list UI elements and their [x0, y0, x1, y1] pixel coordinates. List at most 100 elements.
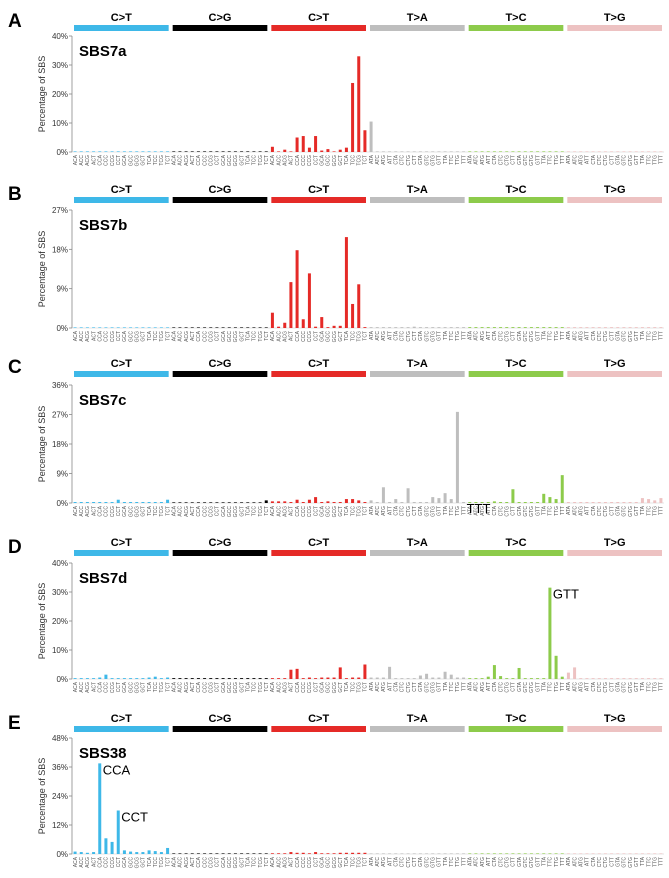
context-label: ACA	[172, 505, 178, 516]
data-bar	[363, 852, 367, 854]
data-bar	[492, 665, 496, 679]
data-bar	[240, 502, 244, 503]
context-label: CTG	[505, 682, 511, 693]
data-bar	[536, 853, 540, 854]
data-bar	[233, 151, 237, 152]
data-bar	[418, 327, 422, 328]
context-label: ACT	[289, 506, 295, 516]
context-label: GCC	[326, 857, 332, 869]
data-bar	[351, 499, 355, 503]
data-bar	[351, 82, 355, 152]
context-label: TCT	[363, 506, 369, 516]
y-tick-label: 0%	[56, 675, 68, 684]
data-bar	[468, 853, 472, 854]
data-bar	[511, 489, 515, 503]
data-bar	[221, 502, 225, 503]
context-label: TCG	[258, 857, 264, 868]
data-bar	[480, 502, 484, 503]
context-label: GTC	[622, 331, 628, 342]
data-bar	[511, 678, 515, 679]
data-bar	[659, 853, 663, 854]
context-label: TTT	[560, 682, 566, 691]
context-label: CCT	[116, 682, 122, 692]
data-bar	[486, 676, 490, 679]
y-tick-label: 40%	[52, 32, 68, 41]
panel-letter: E	[8, 713, 21, 734]
data-bar	[394, 499, 398, 503]
data-bar	[381, 853, 385, 854]
data-bar	[628, 853, 632, 854]
context-label: ACC	[79, 331, 85, 342]
context-label: TTT	[461, 331, 467, 340]
signature-title: SBS7b	[79, 217, 127, 234]
data-bar	[455, 677, 459, 679]
context-label: TCC	[252, 857, 258, 868]
context-label: CCC	[301, 506, 307, 517]
data-bar	[172, 853, 176, 854]
data-bar	[431, 497, 435, 503]
data-bar	[79, 852, 83, 854]
data-bar	[190, 151, 194, 152]
data-bar	[332, 853, 336, 854]
data-bar	[647, 678, 651, 679]
data-bar	[659, 498, 663, 503]
context-label: TCT	[363, 331, 369, 341]
data-bar	[443, 151, 447, 152]
context-label: CTT	[609, 682, 615, 692]
data-bar	[523, 853, 527, 854]
context-label: ACC	[79, 682, 85, 693]
data-bar	[634, 151, 638, 152]
context-label: CTG	[406, 155, 412, 166]
context-label: CCA	[98, 681, 104, 692]
context-label: CTA	[492, 856, 498, 866]
context-label: ACG	[184, 506, 190, 517]
data-bar	[289, 852, 293, 854]
context-label: GCC	[326, 331, 332, 343]
data-bar	[116, 810, 120, 854]
context-label: ACT	[289, 331, 295, 341]
context-label: ATC	[474, 682, 480, 692]
data-bar	[85, 502, 89, 503]
context-label: ACT	[289, 857, 295, 867]
context-label: GCA	[221, 505, 227, 517]
data-bar	[597, 502, 601, 503]
context-label: TTA	[443, 154, 449, 164]
data-bar	[431, 327, 435, 328]
context-label: TTC	[548, 155, 554, 165]
y-axis-title: Percentage of SBS	[37, 758, 47, 835]
data-bar	[307, 677, 311, 679]
data-bar	[647, 853, 651, 854]
context-label: TTT	[659, 331, 665, 340]
data-bar	[375, 502, 379, 503]
context-label: ATA	[369, 856, 375, 866]
data-bar	[104, 502, 108, 503]
context-label: ACC	[178, 682, 184, 693]
y-tick-label: 0%	[56, 148, 68, 157]
context-label: TCT	[264, 155, 270, 165]
context-label: GTA	[616, 154, 622, 165]
y-tick-label: 48%	[52, 734, 68, 743]
y-tick-label: 12%	[52, 821, 68, 830]
y-tick-label: 10%	[52, 119, 68, 128]
data-bar	[258, 678, 262, 679]
context-label: CCT	[313, 331, 319, 341]
context-label: GCA	[122, 154, 128, 166]
mutation-type-label: C>G	[209, 184, 232, 196]
data-bar	[301, 852, 305, 854]
context-label: TCT	[264, 506, 270, 516]
context-label: CCA	[196, 681, 202, 692]
data-bar	[338, 667, 342, 679]
data-bar	[110, 151, 114, 152]
context-label: GTC	[424, 682, 430, 693]
data-bar	[141, 852, 145, 854]
context-label: GCG	[332, 682, 338, 694]
context-label: GTC	[424, 331, 430, 342]
data-bar	[381, 151, 385, 152]
context-label: ACT	[91, 331, 97, 341]
context-label: TTC	[548, 857, 554, 867]
mutation-type-label: T>A	[407, 713, 428, 725]
data-bar	[400, 327, 404, 328]
data-bar	[536, 327, 540, 328]
data-bar	[659, 678, 663, 679]
mutation-type-label: C>T	[308, 713, 329, 725]
